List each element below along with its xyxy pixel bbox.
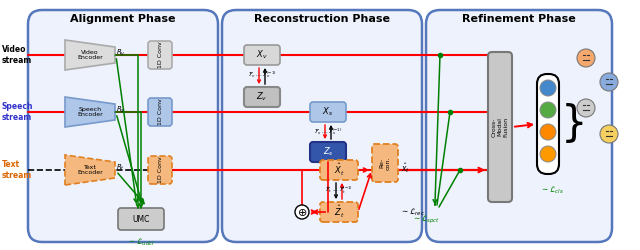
Text: $\sim\mathcal{L}_{rec}$: $\sim\mathcal{L}_{rec}$ xyxy=(400,206,425,218)
Polygon shape xyxy=(65,155,115,185)
Polygon shape xyxy=(65,97,115,127)
FancyBboxPatch shape xyxy=(426,10,612,242)
FancyBboxPatch shape xyxy=(320,160,358,180)
Text: }: } xyxy=(561,103,588,145)
FancyBboxPatch shape xyxy=(310,102,346,122)
Text: $X_s$: $X_s$ xyxy=(323,106,333,118)
Polygon shape xyxy=(65,40,115,70)
Circle shape xyxy=(600,125,618,143)
Text: $\sim\mathcal{L}_{spct}$: $\sim\mathcal{L}_{spct}$ xyxy=(412,214,440,226)
Text: $\sim\mathcal{L}_{cls}$: $\sim\mathcal{L}_{cls}$ xyxy=(540,184,564,196)
Text: $R_t$: $R_t$ xyxy=(116,163,125,173)
Text: Alignment Phase: Alignment Phase xyxy=(70,14,176,24)
FancyBboxPatch shape xyxy=(222,10,422,242)
Text: $R_s$: $R_s$ xyxy=(116,105,125,115)
Text: $R_v$: $R_v$ xyxy=(116,48,126,58)
Circle shape xyxy=(577,99,595,117)
Circle shape xyxy=(540,102,556,118)
FancyBboxPatch shape xyxy=(310,142,346,162)
FancyBboxPatch shape xyxy=(537,74,559,174)
Text: Speech
Encoder: Speech Encoder xyxy=(77,106,103,118)
Text: UMC: UMC xyxy=(132,214,150,224)
Text: Speech
stream: Speech stream xyxy=(2,102,33,122)
Text: Reconstruction Phase: Reconstruction Phase xyxy=(254,14,390,24)
FancyBboxPatch shape xyxy=(148,98,172,126)
Text: $\mathcal{F}_t$ ... $\mathcal{F}_t^{(-1)}$: $\mathcal{F}_t$ ... $\mathcal{F}_t^{(-1)… xyxy=(325,184,353,196)
Text: $\hat{X}_t$: $\hat{X}_t$ xyxy=(333,162,344,178)
Circle shape xyxy=(600,73,618,91)
FancyBboxPatch shape xyxy=(118,208,164,230)
Circle shape xyxy=(295,205,309,219)
Text: Refinement Phase: Refinement Phase xyxy=(462,14,576,24)
Circle shape xyxy=(540,124,556,140)
Text: $Z_v$: $Z_v$ xyxy=(256,91,268,103)
FancyBboxPatch shape xyxy=(148,41,172,69)
Text: 1D Conv: 1D Conv xyxy=(157,156,163,184)
FancyBboxPatch shape xyxy=(244,45,280,65)
FancyBboxPatch shape xyxy=(148,156,172,184)
Circle shape xyxy=(577,49,595,67)
FancyBboxPatch shape xyxy=(488,52,512,202)
Text: $\sim\mathcal{L}_{udcl}$: $\sim\mathcal{L}_{udcl}$ xyxy=(127,236,155,248)
FancyBboxPatch shape xyxy=(320,202,358,222)
FancyBboxPatch shape xyxy=(372,144,398,182)
Text: Text
Encoder: Text Encoder xyxy=(77,164,103,175)
Text: 1D Conv: 1D Conv xyxy=(157,42,163,68)
Text: Cross-
Modal
Fusion: Cross- Modal Fusion xyxy=(492,117,508,137)
Text: Video
Encoder: Video Encoder xyxy=(77,50,103,60)
Text: $X_v$: $X_v$ xyxy=(256,49,268,61)
Text: Re-
con.: Re- con. xyxy=(380,156,390,170)
Text: $\oplus$: $\oplus$ xyxy=(297,206,307,218)
Text: 1D Conv: 1D Conv xyxy=(157,98,163,126)
Text: $\hat{Z}_t$: $\hat{Z}_t$ xyxy=(333,204,344,220)
Text: $\hat{x}_t$: $\hat{x}_t$ xyxy=(401,161,410,175)
Circle shape xyxy=(540,80,556,96)
Text: $Z_s$: $Z_s$ xyxy=(323,146,333,158)
Text: Text
stream: Text stream xyxy=(2,160,32,180)
FancyBboxPatch shape xyxy=(244,87,280,107)
Text: Video
stream: Video stream xyxy=(2,45,32,65)
FancyBboxPatch shape xyxy=(28,10,218,242)
Text: $\mathcal{F}_v$ ... $\mathcal{F}_v^{(-1)}$: $\mathcal{F}_v$ ... $\mathcal{F}_v^{(-1)… xyxy=(248,70,276,80)
Circle shape xyxy=(540,146,556,162)
Text: $\mathcal{F}_s$ ... $\mathcal{F}_s^{(-1)}$: $\mathcal{F}_s$ ... $\mathcal{F}_s^{(-1)… xyxy=(314,126,342,138)
